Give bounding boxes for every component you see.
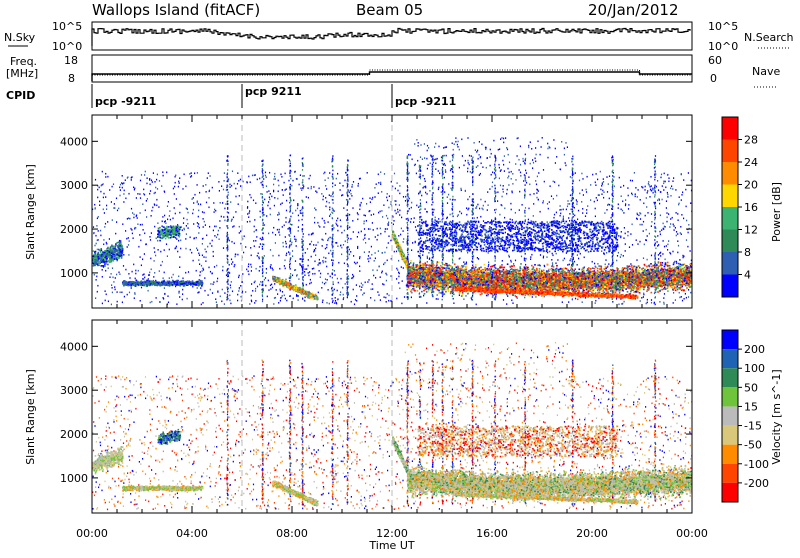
colorbar-swatch <box>722 230 738 253</box>
x-tick-label: 20:00 <box>576 527 608 540</box>
nsky-label: N.Sky <box>4 31 36 44</box>
freq-strip: Freq. [MHz] 18 8 60 0 Nave <box>6 54 780 87</box>
colorbar-swatch <box>722 464 738 483</box>
y-tick-label: 2000 <box>60 223 88 236</box>
cpid-segment-label: pcp -9211 <box>95 95 156 108</box>
nsearch-top-tick: 10^5 <box>708 20 738 33</box>
colorbar-swatch <box>722 368 738 387</box>
colorbar-tick-label: 24 <box>744 156 758 169</box>
x-tick-label: 04:00 <box>176 527 208 540</box>
colorbar-swatch <box>722 330 738 349</box>
cpid-segment-label: pcp -9211 <box>395 95 456 108</box>
velocity-panel: 1000 2000 3000 4000 Slant Range [km] 00:00 0… <box>24 320 783 552</box>
colorbar-swatch <box>722 387 738 406</box>
nave-bottom-tick: 0 <box>710 72 717 85</box>
colorbar-tick-label: 15 <box>744 400 758 413</box>
colorbar-swatch <box>722 207 738 230</box>
colorbar-tick-label: -50 <box>744 439 762 452</box>
nsky-top-tick: 10^5 <box>52 20 82 33</box>
velocity-xlabel: Time UT <box>368 539 414 552</box>
freq-bottom-tick: 8 <box>68 72 75 85</box>
site-title: Wallops Island (fitACF) <box>92 1 260 19</box>
colorbar-tick-label: 4 <box>744 269 751 282</box>
colorbar-swatch <box>722 140 738 163</box>
nsky-strip: N.Sky 10^5 10^0 10^5 10^0 N.Search <box>4 20 794 53</box>
colorbar-tick-label: 12 <box>744 224 758 237</box>
nave-label: Nave <box>752 65 780 78</box>
date-title: 20/Jan/2012 <box>588 1 679 19</box>
freq-label-line2: [MHz] <box>6 67 38 80</box>
colorbar-swatch <box>722 117 738 140</box>
colorbar-swatch <box>722 349 738 368</box>
freq-trace <box>92 72 692 81</box>
y-tick-label: 3000 <box>60 179 88 192</box>
colorbar-swatch <box>722 483 738 502</box>
colorbar-tick-label: 8 <box>744 246 751 259</box>
beam-title: Beam 05 <box>356 1 423 19</box>
x-tick-label: 00:00 <box>676 527 708 540</box>
nsearch-label: N.Search <box>744 31 794 44</box>
x-tick-label: 16:00 <box>476 527 508 540</box>
colorbar-tick-label: 20 <box>744 179 758 192</box>
colorbar-swatch <box>722 275 738 298</box>
power-panel: 1000 2000 3000 4000 Slant Range [km] 4 8 12 16… <box>24 115 783 308</box>
freq-top-tick: 18 <box>64 54 78 67</box>
velocity-colorbar-label: Velocity [m s^-1] <box>770 369 783 464</box>
velocity-ylabel: Slant Range [km] <box>24 369 37 465</box>
colorbar-tick-label: 16 <box>744 201 758 214</box>
nsky-trace <box>92 29 690 47</box>
y-tick-label: 1000 <box>60 472 88 485</box>
colorbar-swatch <box>722 185 738 208</box>
colorbar-tick-label: 100 <box>744 362 765 375</box>
colorbar-tick-label: -15 <box>744 420 762 433</box>
cpid-row: CPID pcp -9211 pcp 9211 pcp -9211 <box>6 84 456 108</box>
power-ylabel: Slant Range [km] <box>24 164 37 260</box>
power-colorbar-label: Power [dB] <box>770 182 783 242</box>
colorbar-tick-label: 200 <box>744 343 765 356</box>
nsky-bottom-tick: 10^0 <box>52 40 82 53</box>
x-tick-label: 00:00 <box>76 527 108 540</box>
colorbar-tick-label: -100 <box>744 458 769 471</box>
y-tick-label: 3000 <box>60 384 88 397</box>
y-tick-label: 1000 <box>60 267 88 280</box>
colorbar-tick-label: -200 <box>744 477 769 490</box>
x-tick-label: 08:00 <box>276 527 308 540</box>
colorbar-swatch <box>722 162 738 185</box>
colorbar-swatch <box>722 426 738 445</box>
colorbar-swatch <box>722 445 738 464</box>
cpid-segment-label: pcp 9211 <box>245 85 302 98</box>
cpid-label: CPID <box>6 89 35 102</box>
y-tick-label: 2000 <box>60 428 88 441</box>
nave-top-tick: 60 <box>708 54 722 67</box>
y-tick-label: 4000 <box>60 135 88 148</box>
colorbar-tick-label: 28 <box>744 134 758 147</box>
colorbar-tick-label: 50 <box>744 381 758 394</box>
colorbar-swatch <box>722 252 738 275</box>
y-tick-label: 4000 <box>60 340 88 353</box>
nsearch-bottom-tick: 10^0 <box>708 40 738 53</box>
colorbar-swatch <box>722 406 738 425</box>
